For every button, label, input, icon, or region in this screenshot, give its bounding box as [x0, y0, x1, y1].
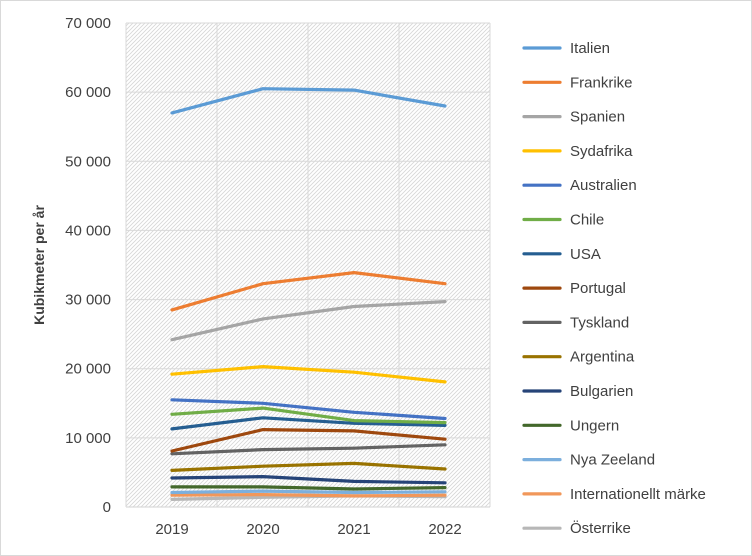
legend-label-14: Österrike [570, 519, 631, 537]
series-line-1 [170, 271, 447, 312]
y-tick-label: 60 000 [65, 84, 111, 101]
legend-label-3: Sydafrika [570, 143, 633, 160]
series-line-4 [170, 398, 447, 421]
series-line-0 [170, 87, 447, 115]
series-line-6 [170, 416, 447, 431]
series-line-9 [170, 461, 447, 472]
legend-label-13: Internationellt märke [570, 486, 706, 503]
series-line-8 [170, 443, 447, 456]
x-tick-label: 2019 [155, 521, 188, 538]
legend-label-2: Spanien [570, 109, 625, 126]
x-tick-label: 2020 [246, 521, 279, 538]
legend-label-0: Italien [570, 40, 610, 57]
series-line-10 [170, 475, 447, 485]
y-tick-label: 10 000 [65, 430, 111, 447]
series-line-5 [170, 406, 447, 425]
y-tick-label: 40 000 [65, 222, 111, 239]
series-line-11 [170, 485, 447, 491]
series-line-7 [170, 428, 447, 453]
series-lines [170, 87, 447, 501]
series-line-2 [170, 300, 447, 342]
series-line-13 [170, 493, 447, 498]
legend-label-6: USA [570, 246, 601, 263]
legend-label-4: Australien [570, 177, 637, 194]
y-tick-label: 50 000 [65, 153, 111, 170]
series-line-12 [170, 489, 447, 495]
legend-label-10: Bulgarien [570, 383, 633, 400]
y-tick-label: 20 000 [65, 361, 111, 378]
axes: 0 10 000 20 000 30 000 40 000 50 000 60 000 70 … [31, 15, 490, 538]
legend-label-11: Ungern [570, 417, 619, 434]
x-tick-label: 2021 [337, 521, 370, 538]
y-tick-label: 0 [103, 499, 111, 516]
y-tick-label: 70 000 [65, 15, 111, 32]
legend-label-7: Portugal [570, 280, 626, 297]
y-tick-label: 30 000 [65, 292, 111, 309]
gridlines [125, 22, 491, 507]
series-line-3 [170, 365, 447, 384]
legend: Italien Frankrike Spanien Sydafrika Australi… [522, 40, 706, 537]
legend-label-1: Frankrike [570, 74, 633, 91]
legend-label-5: Chile [570, 212, 604, 229]
legend-label-12: Nya Zeeland [570, 452, 655, 469]
y-axis-title: Kubikmeter per år [31, 205, 47, 325]
legend-label-8: Tyskland [570, 314, 629, 331]
legend-label-9: Argentina [570, 349, 635, 366]
x-tick-label: 2022 [428, 521, 461, 538]
